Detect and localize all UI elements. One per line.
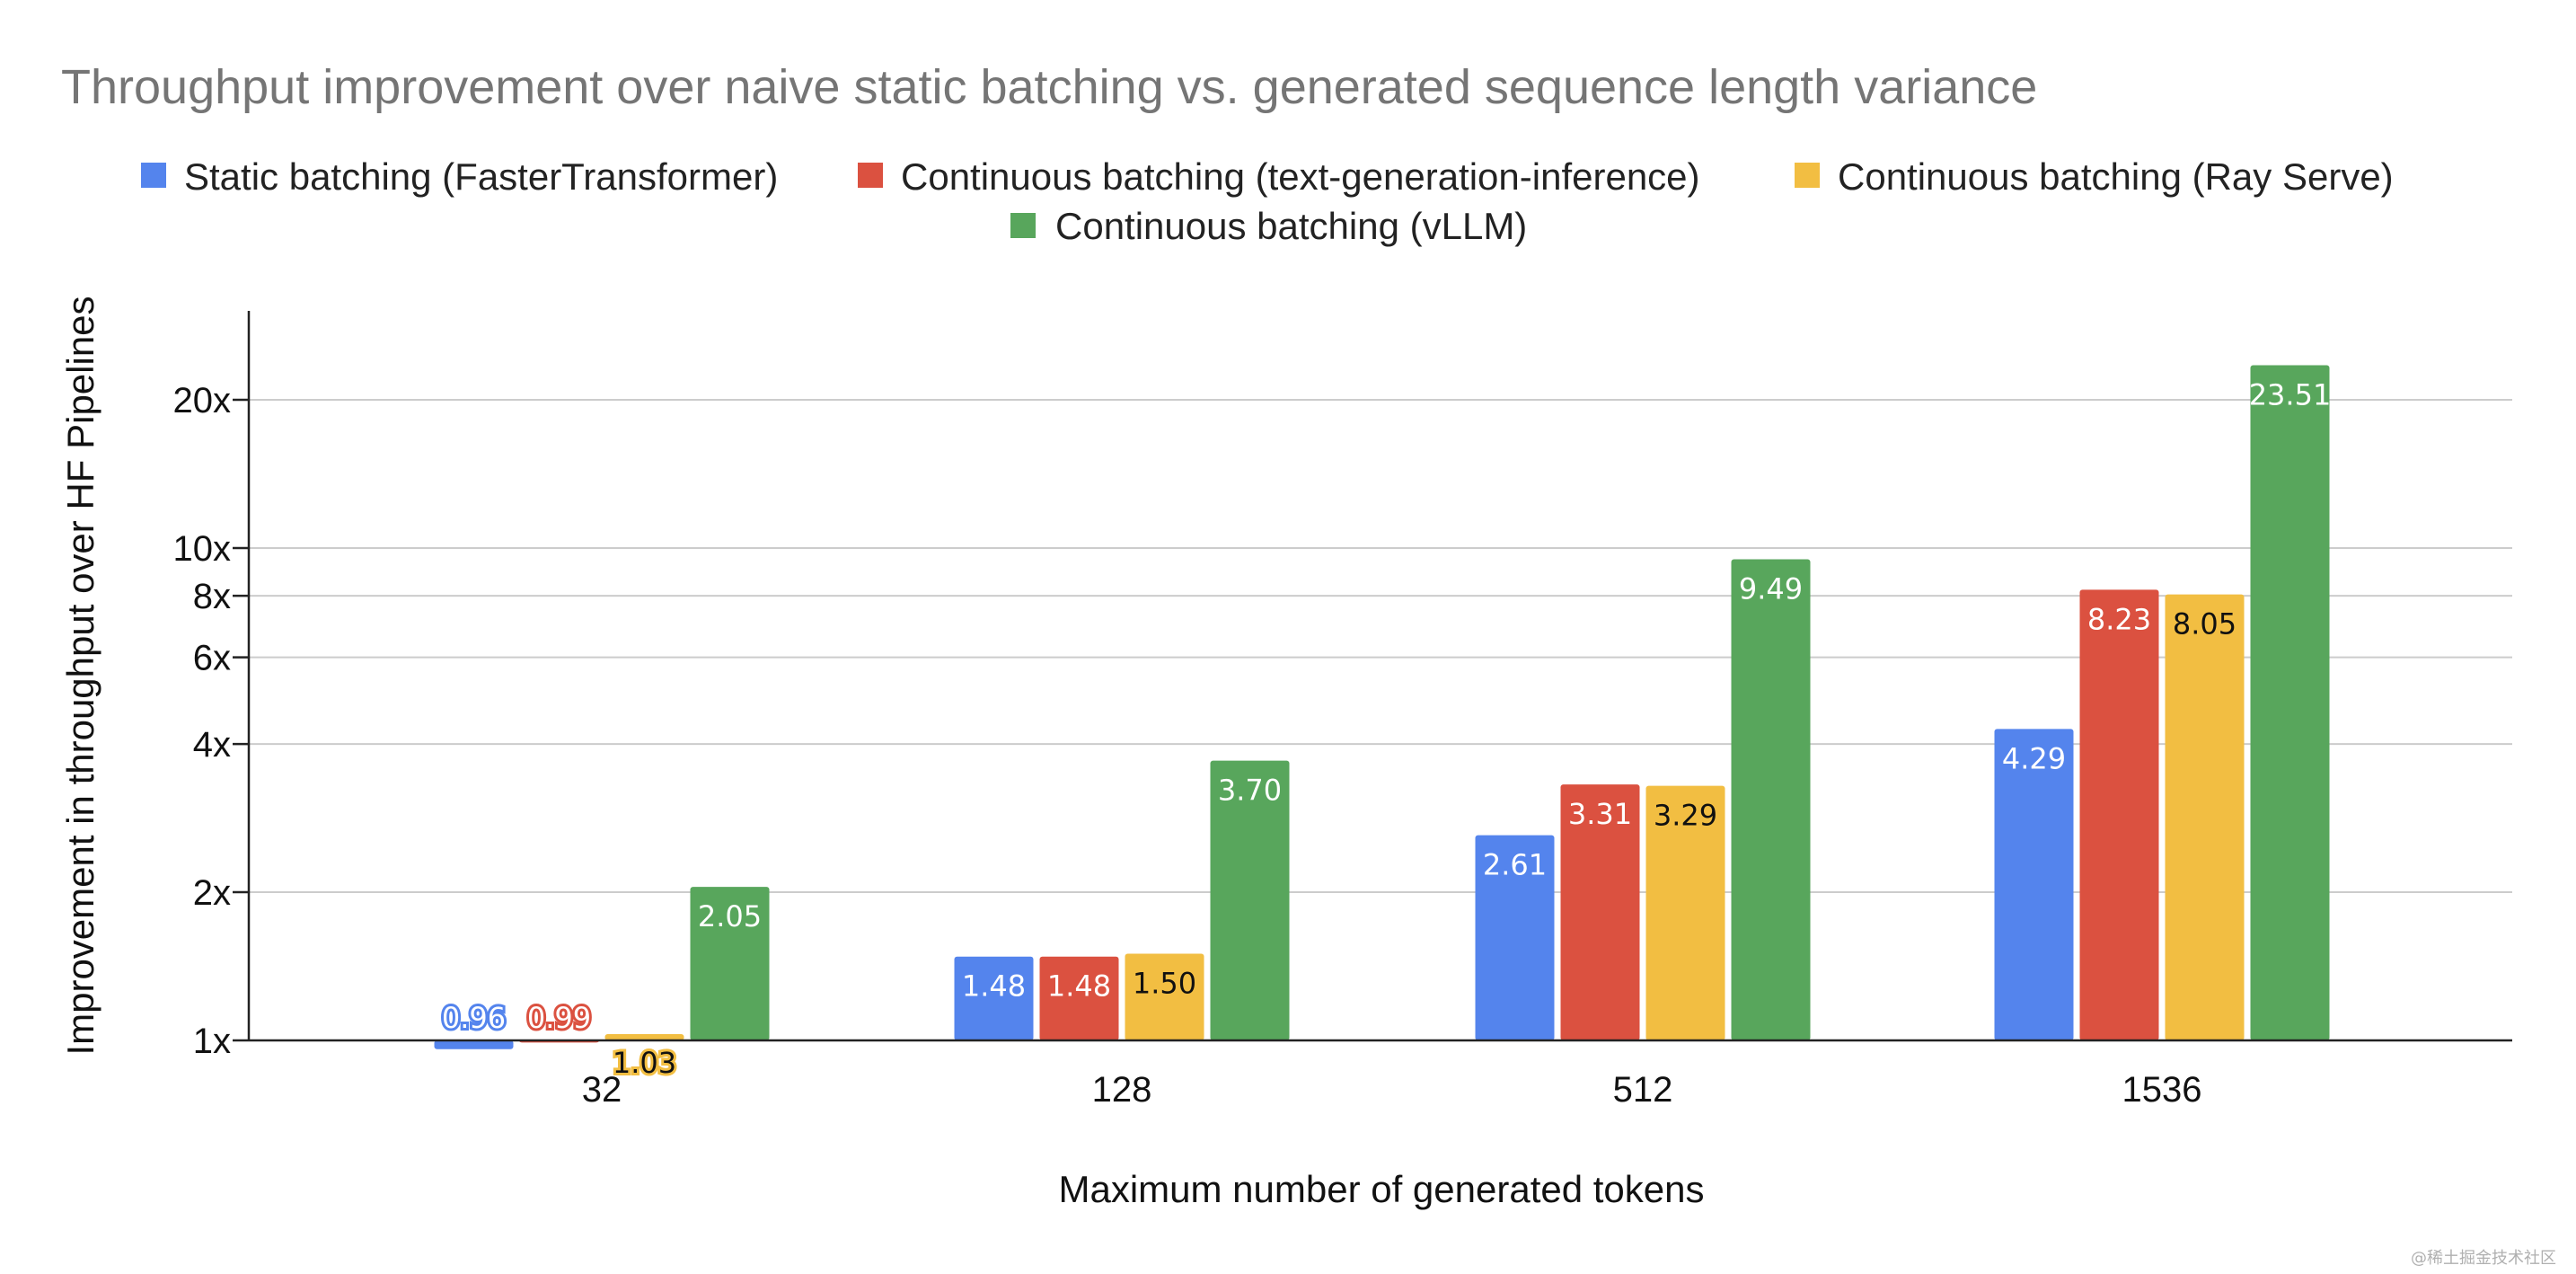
legend-item-continuous-vllm: Continuous batching (vLLM) bbox=[1010, 205, 1527, 247]
legend-swatch bbox=[1795, 163, 1820, 188]
bars bbox=[434, 365, 2330, 1049]
y-tick-label: 10x bbox=[173, 529, 232, 569]
bar-value-label: 1.50 bbox=[1133, 967, 1196, 1001]
y-axis-ticks: 1x 2x 4x 6x 8x 10x 20x bbox=[173, 381, 249, 1061]
y-tick-label: 2x bbox=[193, 873, 231, 913]
bar bbox=[1645, 785, 1725, 1040]
legend-swatch bbox=[858, 163, 883, 188]
legend-label: Static batching (FasterTransformer) bbox=[184, 155, 778, 198]
bar bbox=[2165, 594, 2245, 1040]
y-tick-label: 6x bbox=[193, 639, 231, 678]
x-axis-title: Maximum number of generated tokens bbox=[1058, 1168, 1704, 1210]
bar-value-label: 4.29 bbox=[2002, 741, 2066, 775]
bar bbox=[1125, 953, 1204, 1040]
bar-value-label: 3.29 bbox=[1654, 799, 1717, 833]
bar bbox=[1994, 729, 2074, 1040]
bar-value-label: 9.49 bbox=[1739, 571, 1803, 606]
bar bbox=[434, 1040, 514, 1049]
y-axis-title: Improvement in throughput over HF Pipeli… bbox=[59, 296, 101, 1055]
chart-title: Throughput improvement over naive static… bbox=[61, 60, 2037, 114]
legend-item-continuous-ray-serve: Continuous batching (Ray Serve) bbox=[1795, 155, 2394, 198]
x-tick-label: 32 bbox=[582, 1070, 622, 1110]
bar bbox=[2250, 365, 2330, 1040]
y-tick-label: 8x bbox=[193, 577, 231, 616]
bar-labels: 0.96 1.48 2.61 4.29 0.99 1.48 3.31 8.23 1.03 1.50… bbox=[439, 378, 2332, 1083]
x-tick-label: 1536 bbox=[2122, 1070, 2202, 1110]
legend-label: Continuous batching (vLLM) bbox=[1055, 205, 1527, 247]
bar bbox=[604, 1033, 684, 1040]
bar bbox=[1039, 956, 1119, 1040]
x-tick-label: 128 bbox=[1092, 1070, 1152, 1110]
bar-value-label: 8.05 bbox=[2173, 607, 2236, 641]
legend: Static batching (FasterTransformer) Cont… bbox=[141, 155, 2394, 247]
bar bbox=[1475, 835, 1555, 1040]
legend-swatch bbox=[141, 163, 166, 188]
bar bbox=[2079, 589, 2159, 1040]
x-tick-label: 512 bbox=[1613, 1070, 1673, 1110]
y-tick-label: 20x bbox=[173, 381, 232, 420]
bar-value-label: 3.31 bbox=[1568, 797, 1632, 831]
legend-item-continuous-tgi: Continuous batching (text-generation-inf… bbox=[858, 155, 1700, 198]
legend-label: Continuous batching (Ray Serve) bbox=[1838, 155, 2394, 198]
bar-value-label: 0.99 bbox=[527, 1001, 591, 1035]
x-axis-ticks: 32 128 512 1536 bbox=[582, 1070, 2202, 1110]
legend-item-static-fastertransformer: Static batching (FasterTransformer) bbox=[141, 155, 778, 198]
bar bbox=[1731, 559, 1811, 1040]
bar-value-label: 8.23 bbox=[2087, 602, 2151, 636]
legend-label: Continuous batching (text-generation-inf… bbox=[901, 155, 1700, 198]
bar bbox=[954, 956, 1034, 1040]
bar-value-label: 1.48 bbox=[962, 969, 1026, 1004]
bar-value-label: 0.96 bbox=[442, 1001, 506, 1035]
bar-value-label: 2.05 bbox=[698, 899, 762, 933]
bar bbox=[1560, 784, 1640, 1040]
bar-value-label: 3.70 bbox=[1218, 774, 1282, 808]
bar-value-label: 1.03 bbox=[613, 1046, 676, 1080]
y-tick-label: 1x bbox=[193, 1022, 231, 1061]
bar-value-label: 1.48 bbox=[1047, 969, 1111, 1004]
y-tick-label: 4x bbox=[193, 725, 231, 765]
bar bbox=[1210, 760, 1290, 1040]
bar bbox=[690, 887, 770, 1040]
bar-value-label: 23.51 bbox=[2249, 378, 2332, 412]
watermark: @稀土掘金技术社区 bbox=[2411, 1249, 2556, 1268]
bar-value-label: 2.61 bbox=[1483, 848, 1547, 882]
legend-swatch bbox=[1010, 213, 1036, 238]
